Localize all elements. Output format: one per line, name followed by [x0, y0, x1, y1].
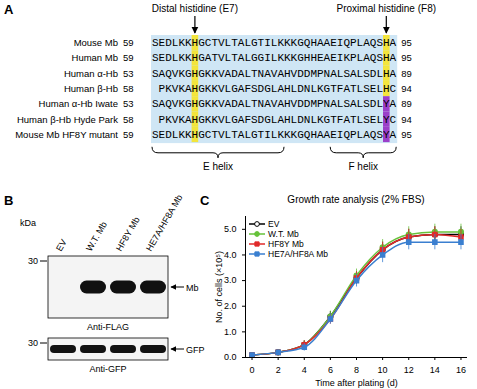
svg-text:GFP: GFP: [186, 345, 205, 355]
svg-text:6: 6: [328, 365, 333, 375]
html-text:HE7A/HF8A Mb: HE7A/HF8A Mb: [268, 249, 328, 259]
svg-text:C: C: [390, 114, 397, 126]
svg-text:94: 94: [401, 114, 412, 125]
svg-text:B: B: [4, 193, 13, 208]
svg-text:89: 89: [401, 68, 412, 79]
svg-text:5.0: 5.0: [224, 224, 237, 234]
html-text:P K V K A H G K K V L G A F S: P K V K A H G K K V L G A F S D G L A H …: [158, 113, 390, 126]
svg-text:A: A: [390, 98, 397, 110]
svg-text:Mouse Mb: Mouse Mb: [74, 37, 118, 48]
svg-text:EV: EV: [54, 238, 69, 253]
html-text:Growth rate analysis (2% FBS): Growth rate analysis (2% FBS): [287, 194, 425, 205]
svg-text:3.0: 3.0: [224, 275, 237, 285]
svg-text:Human β-Hb: Human β-Hb: [64, 83, 118, 94]
svg-text:Anti-FLAG: Anti-FLAG: [87, 322, 129, 332]
svg-text:A: A: [4, 2, 14, 17]
svg-text:C: C: [200, 193, 210, 208]
svg-text:Anti-GFP: Anti-GFP: [89, 364, 126, 374]
html-text:S E D L K K H G A T V L T A L: S E D L K K H G A T V L T A L G G I L K …: [152, 52, 390, 65]
svg-text:95: 95: [401, 129, 412, 140]
svg-text:W.T. Mb: W.T. Mb: [84, 220, 109, 253]
svg-text:4.0: 4.0: [224, 250, 237, 260]
svg-text:A: A: [390, 37, 397, 49]
svg-text:kDa: kDa: [20, 218, 36, 228]
svg-text:F helix: F helix: [348, 161, 377, 172]
svg-text:Human α-Hb: Human α-Hb: [64, 68, 118, 79]
svg-text:A: A: [390, 129, 397, 141]
svg-text:95: 95: [401, 52, 412, 63]
svg-text:Human Mb: Human Mb: [72, 52, 118, 63]
svg-text:C: C: [390, 83, 397, 95]
html-text:HF8Y Mb: HF8Y Mb: [268, 239, 304, 249]
svg-text:94: 94: [401, 83, 412, 94]
svg-text:HF8Y Mb: HF8Y Mb: [114, 215, 142, 253]
svg-text:58: 58: [123, 114, 134, 125]
svg-text:30: 30: [28, 256, 38, 266]
svg-text:30: 30: [28, 338, 38, 348]
html-text:P K V K A H G K K V L G A F S: P K V K A H G K K V L G A F S D G L A H …: [158, 82, 390, 95]
html-text:S A Q V K G H G K K V A D A L: S A Q V K G H G K K V A D A L T N A V A …: [152, 67, 390, 80]
svg-text:8: 8: [354, 365, 359, 375]
svg-text:Human β-Hb Hyde Park: Human β-Hb Hyde Park: [17, 114, 118, 125]
svg-text:Time after plating (d): Time after plating (d): [315, 378, 398, 388]
svg-text:0: 0: [250, 365, 255, 375]
svg-text:Mb: Mb: [186, 283, 199, 293]
svg-text:16: 16: [456, 365, 466, 375]
svg-text:95: 95: [401, 37, 412, 48]
svg-text:89: 89: [401, 98, 412, 109]
html-text:EV: EV: [268, 219, 280, 229]
svg-text:10: 10: [378, 365, 388, 375]
svg-text:59: 59: [123, 52, 134, 63]
svg-text:A: A: [390, 68, 397, 80]
svg-text:53: 53: [123, 98, 134, 109]
svg-text:12: 12: [404, 365, 414, 375]
html-text:W.T. Mb: W.T. Mb: [268, 229, 299, 239]
svg-text:53: 53: [123, 68, 134, 79]
svg-text:59: 59: [123, 129, 134, 140]
html-text:S E D L K K H G C T V L T A L: S E D L K K H G C T V L T A L G T I L K …: [152, 37, 390, 49]
svg-text:Proximal histidine (F8): Proximal histidine (F8): [337, 3, 436, 14]
html-text:S E D L K K H G C T V L T A L: S E D L K K H G C T V L T A L G T I L K …: [152, 128, 390, 141]
svg-text:58: 58: [123, 83, 134, 94]
svg-text:No. of cells (×10⁵): No. of cells (×10⁵): [214, 251, 224, 323]
svg-text:Mouse Mb HF8Y mutant: Mouse Mb HF8Y mutant: [15, 129, 118, 140]
svg-text:E helix: E helix: [203, 161, 233, 172]
svg-text:14: 14: [430, 365, 440, 375]
svg-text:1.0: 1.0: [224, 327, 237, 337]
svg-text:Human α-Hb Iwate: Human α-Hb Iwate: [39, 98, 118, 109]
svg-text:HE7A/HF8A Mb: HE7A/HF8A Mb: [144, 193, 184, 253]
svg-text:0.0: 0.0: [224, 352, 237, 362]
svg-text:Distal histidine (E7): Distal histidine (E7): [152, 3, 238, 14]
svg-text:2: 2: [276, 365, 281, 375]
svg-text:4: 4: [302, 365, 307, 375]
svg-text:2.0: 2.0: [224, 301, 237, 311]
svg-text:59: 59: [123, 37, 134, 48]
html-text:S A Q V K G H G K K V A D A L: S A Q V K G H G K K V A D A L T N A V A …: [152, 98, 390, 111]
svg-text:A: A: [390, 52, 397, 64]
